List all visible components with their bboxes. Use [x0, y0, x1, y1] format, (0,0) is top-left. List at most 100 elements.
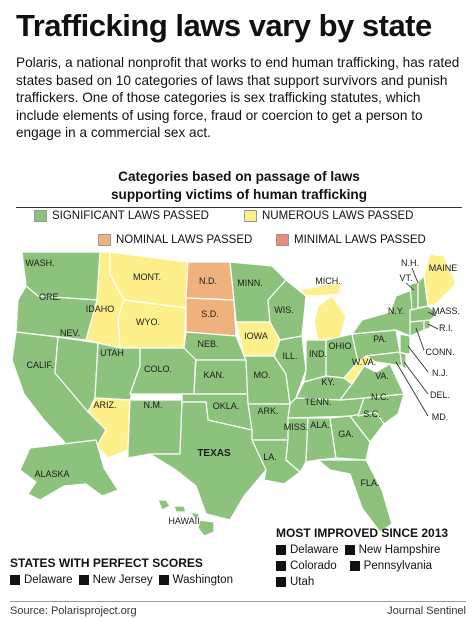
state-ind [303, 339, 327, 383]
label-mich: MICH. [315, 276, 341, 286]
label-texas: TEXAS [197, 448, 231, 459]
perfect-item: Delaware [24, 574, 73, 586]
leader-md [395, 361, 429, 417]
legend-swatch-minimal [276, 234, 289, 246]
state-md [365, 351, 403, 367]
label-mo: MO. [254, 370, 271, 380]
improved-item: Utah [290, 576, 315, 588]
label-nh: N.H. [401, 258, 419, 268]
improved-item: Pennsylvania [363, 560, 433, 572]
label-ny: N.Y. [388, 306, 404, 316]
label-ala: ALA. [310, 420, 330, 430]
label-okla: OKLA. [213, 401, 240, 411]
leader-ri [427, 323, 439, 330]
label-alaska: ALASKA [34, 469, 69, 479]
state-vt [409, 281, 419, 311]
leader-del [403, 361, 429, 395]
footer: Source: Polarisproject.org Journal Senti… [10, 601, 466, 617]
label-ark: ARK. [257, 406, 278, 416]
legend-nominal: NOMINAL LAWS PASSED [98, 234, 252, 246]
label-fla: FLA. [360, 478, 379, 488]
state-nj [399, 333, 411, 355]
label-wyo: WYO. [136, 317, 160, 327]
label-wash: WASH. [25, 258, 54, 268]
label-tenn: TENN. [305, 397, 332, 407]
legend-significant: SIGNIFICANT LAWS PASSED [34, 210, 209, 222]
state-ala [305, 417, 337, 463]
label-utah: UTAH [100, 348, 124, 358]
most-improved-box: MOST IMPROVED SINCE 2013 Delaware New Ha… [276, 526, 448, 590]
improved-item: Delaware [290, 544, 339, 556]
label-la: LA. [263, 452, 277, 462]
label-iowa: IOWA [244, 331, 268, 341]
legend-label: SIGNIFICANT LAWS PASSED [52, 210, 209, 222]
bullet-square [349, 561, 360, 571]
perfect-item: New Jersey [92, 574, 153, 586]
label-mont: MONT. [133, 272, 161, 282]
label-sd: S.D. [201, 309, 219, 319]
label-ky: KY. [321, 377, 334, 387]
label-minn: MINN. [237, 278, 263, 288]
most-improved-heading: MOST IMPROVED SINCE 2013 [276, 526, 449, 540]
legend-label: MINIMAL LAWS PASSED [294, 234, 426, 246]
bullet-square [10, 575, 20, 585]
map-title: Categories based on passage of laws supp… [16, 168, 462, 208]
improved-item: New Hampshire [358, 544, 441, 556]
state-conn [409, 319, 425, 337]
leader-mass [427, 311, 437, 317]
label-neb: NEB. [197, 339, 218, 349]
legend-swatch-nominal [98, 234, 111, 246]
label-ga: GA. [338, 429, 354, 439]
label-ri: R.I. [439, 323, 453, 333]
label-ohio: OHIO [328, 341, 351, 351]
page-title: Trafficking laws vary by state [16, 8, 432, 43]
bullet-square [276, 561, 286, 571]
label-va: VA. [375, 371, 389, 381]
leader-nh [411, 267, 419, 284]
perfect-scores-heading: STATES WITH PERFECT SCORES [10, 556, 203, 570]
label-wva: W.VA. [352, 357, 376, 367]
label-ill: ILL. [282, 351, 297, 361]
state-va [339, 363, 405, 401]
label-sc: S.C. [363, 409, 381, 419]
label-colo: COLO. [144, 364, 172, 374]
label-pa: PA. [373, 334, 387, 344]
bullet-square [78, 575, 89, 585]
legend-swatch-significant [34, 210, 47, 222]
label-kan: KAN. [203, 370, 224, 380]
leader-vt [405, 282, 415, 291]
label-nm: N.M. [144, 400, 163, 410]
legend-label: NUMEROUS LAWS PASSED [262, 210, 414, 222]
leader-nj [407, 345, 429, 373]
map-title-line2: supporting victims of human trafficking [110, 187, 368, 202]
state-texas [149, 401, 267, 521]
state-hawaii [157, 499, 215, 537]
label-ore: ORE. [39, 292, 61, 302]
bullet-square [158, 575, 169, 585]
label-md: MD. [432, 412, 449, 422]
credit-text: Journal Sentinel [387, 605, 466, 617]
legend-minimal: MINIMAL LAWS PASSED [276, 234, 426, 246]
leader-conn [415, 327, 425, 351]
label-nev: NEV. [60, 328, 80, 338]
label-del: DEL. [430, 390, 450, 400]
legend-numerous: NUMEROUS LAWS PASSED [244, 210, 413, 222]
label-ind: IND. [309, 349, 327, 359]
label-miss: MISS. [284, 422, 309, 432]
label-hawaii: HAWAII [168, 516, 199, 526]
state-alaska [19, 439, 119, 501]
state-maine [423, 253, 457, 307]
label-idaho: IDAHO [86, 304, 115, 314]
legend-label: NOMINAL LAWS PASSED [116, 234, 253, 246]
intro-text: Polaris, a national nonprofit that works… [16, 55, 460, 140]
label-nd: N.D. [199, 276, 217, 286]
perfect-scores-box: STATES WITH PERFECT SCORES Delaware New … [10, 556, 233, 588]
label-wis: WIS. [274, 305, 294, 315]
bullet-square [344, 545, 355, 555]
bullet-square [276, 577, 286, 587]
source-text: Source: Polarisproject.org [10, 605, 137, 617]
map-legend: SIGNIFICANT LAWS PASSED NUMEROUS LAWS PA… [0, 210, 474, 250]
perfect-item: Washington [172, 574, 233, 586]
state-fla [317, 459, 393, 533]
